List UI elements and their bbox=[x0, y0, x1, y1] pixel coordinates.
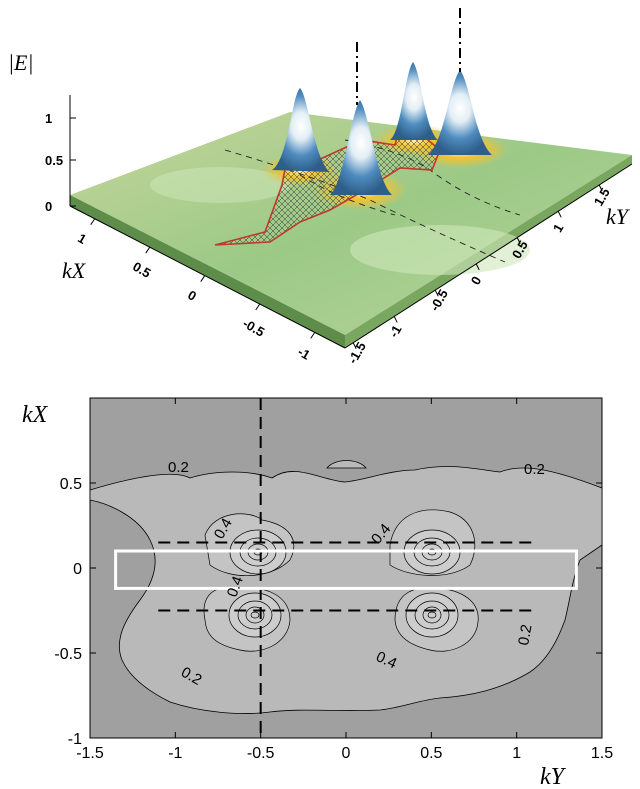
contour-y-tick-label: 0.5 bbox=[60, 476, 82, 493]
y-tick bbox=[516, 237, 521, 244]
dashed-guide-lines bbox=[158, 398, 534, 738]
x-tick bbox=[255, 303, 261, 311]
contour-label: 0.2 bbox=[515, 623, 535, 646]
y-tick-label: 0 bbox=[468, 274, 485, 288]
contour-small bbox=[326, 460, 367, 469]
y-tick bbox=[475, 263, 480, 271]
y-axis-label: kY bbox=[606, 204, 631, 229]
surface-ridge bbox=[150, 167, 290, 203]
contour-x-label: kY bbox=[540, 764, 567, 789]
z-axis-label: |E| bbox=[8, 50, 34, 75]
contour-x-tick-label: 1.5 bbox=[591, 745, 613, 762]
surface-base bbox=[70, 195, 345, 348]
contour-peak-group-right bbox=[389, 509, 479, 652]
peak-surface bbox=[330, 100, 392, 195]
x-axis-label: kX bbox=[62, 258, 87, 283]
peak-surface bbox=[390, 62, 438, 140]
x-tick bbox=[310, 332, 316, 339]
contour-y-label: kX bbox=[22, 402, 49, 428]
contour-x-tick-label: -0.5 bbox=[247, 745, 275, 762]
x-axis bbox=[69, 205, 346, 349]
x-tick-label: -1 bbox=[295, 344, 313, 363]
peak-surface bbox=[272, 88, 330, 172]
z-tick-label: 0.5 bbox=[45, 153, 63, 168]
x-tick bbox=[90, 218, 96, 226]
z-ticks: 00.51 bbox=[45, 111, 76, 214]
y-tick bbox=[434, 289, 439, 297]
contour-x-tick-label: 0.5 bbox=[420, 745, 442, 762]
contour-y-tick-label: -0.5 bbox=[54, 646, 82, 663]
contour-label: 0.2 bbox=[168, 459, 189, 476]
contour-plot: 0.2 0.2 0.4 0.4 0.4 0.2 0.2 0.4 -1.5 -1 -0… bbox=[22, 397, 613, 789]
x-tick bbox=[200, 275, 206, 282]
x-tick-label: 1 bbox=[75, 230, 89, 247]
y-tick bbox=[393, 316, 398, 323]
contour-ticks: -1.5 -1 -0.5 0 0.5 1 1.5-1-0.500.5 bbox=[54, 398, 613, 762]
y-tick-label: 1 bbox=[550, 221, 567, 235]
surface-ridge bbox=[350, 225, 530, 275]
y-tick bbox=[557, 211, 562, 218]
contour-x-tick-label: -1.5 bbox=[76, 745, 104, 762]
contour-y-tick-label: -1 bbox=[68, 731, 82, 748]
y-axis bbox=[344, 163, 633, 349]
contour-x-tick-label: 1 bbox=[512, 745, 521, 762]
contour-y-tick-label: 0 bbox=[73, 561, 82, 578]
contour-x-tick-label: -1 bbox=[168, 745, 182, 762]
x-tick bbox=[145, 246, 151, 254]
peak-surface bbox=[428, 70, 492, 155]
contour-label: 0.4 bbox=[224, 574, 247, 599]
contour-x-tick-label: 0 bbox=[342, 745, 351, 762]
y-tick-label: -1 bbox=[386, 322, 405, 340]
x-tick-label: 0.5 bbox=[130, 259, 153, 281]
x-tick-label: -0.5 bbox=[240, 316, 267, 340]
surface-dashed-line bbox=[224, 149, 506, 263]
y-tick bbox=[352, 342, 357, 349]
z-tick-label: 0 bbox=[45, 199, 52, 214]
z-tick-label: 1 bbox=[45, 111, 52, 126]
highlight-box bbox=[114, 549, 578, 590]
surface-plot: 00.51 |E| 10.50-0.5-1 kX -1.5-1-0.500.51… bbox=[8, 8, 633, 366]
x-tick-label: 0 bbox=[185, 287, 199, 304]
contour-label: 0.2 bbox=[524, 461, 545, 478]
y-tick bbox=[598, 184, 603, 192]
